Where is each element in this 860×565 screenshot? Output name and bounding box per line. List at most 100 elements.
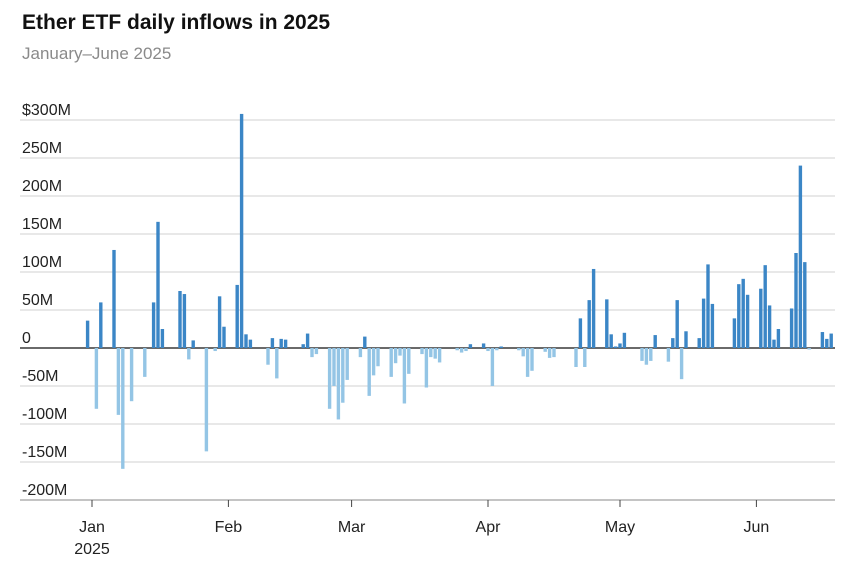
bar: [737, 284, 741, 348]
bar: [794, 253, 798, 348]
bar: [803, 262, 807, 348]
bar: [825, 338, 829, 348]
bar: [363, 336, 367, 348]
bar: [371, 348, 376, 376]
y-tick-label: 150M: [22, 216, 62, 233]
bar: [767, 305, 772, 348]
bar: [591, 268, 596, 348]
y-tick-label: 100M: [22, 254, 62, 271]
bar: [530, 348, 534, 371]
bar: [517, 348, 521, 351]
bar: [398, 348, 402, 356]
bar: [459, 348, 464, 353]
bar: [358, 348, 363, 358]
bar: [143, 348, 147, 377]
bar: [204, 348, 209, 452]
bar: [222, 326, 226, 348]
y-tick-label: -50M: [22, 368, 58, 385]
bar: [178, 291, 182, 348]
bar: [745, 294, 750, 348]
bar: [301, 344, 305, 348]
bar: [798, 165, 803, 348]
bar: [217, 296, 222, 348]
bar: [697, 338, 701, 348]
chart-title: Ether ETF daily inflows in 2025: [22, 11, 330, 34]
bar: [341, 348, 345, 403]
bar: [283, 339, 288, 348]
bar: [305, 333, 310, 348]
bar: [644, 348, 649, 365]
bar: [618, 343, 622, 348]
bar: [741, 278, 745, 348]
bar: [244, 334, 248, 348]
x-tick-label: Apr: [476, 519, 502, 536]
bar: [653, 335, 657, 348]
bar: [270, 338, 275, 348]
bar: [314, 348, 319, 355]
bar: [235, 284, 239, 348]
bar: [495, 348, 499, 351]
x-tick-label: Mar: [338, 519, 366, 536]
bar: [99, 302, 103, 348]
bar: [310, 348, 314, 358]
bar: [547, 348, 552, 358]
bar: [129, 348, 134, 402]
y-tick-label: -150M: [22, 444, 67, 461]
bar: [578, 318, 583, 348]
bar: [640, 348, 644, 361]
y-tick-label: 250M: [22, 140, 62, 157]
bar: [187, 348, 191, 360]
bar: [429, 348, 433, 358]
bar: [789, 308, 794, 348]
bar: [671, 338, 675, 348]
bar: [389, 348, 393, 377]
bar: [732, 318, 737, 348]
bar: [486, 348, 490, 352]
bar: [266, 348, 270, 365]
bar: [239, 113, 244, 348]
bar: [191, 340, 195, 348]
x-year-label: 2025: [74, 541, 110, 558]
bar: [121, 348, 125, 469]
bar: [376, 348, 380, 367]
bar: [763, 265, 767, 348]
bar: [675, 300, 679, 348]
bar: [583, 348, 587, 367]
bar: [332, 348, 336, 386]
y-tick-label: 200M: [22, 178, 62, 195]
x-tick-label: Jun: [744, 519, 770, 536]
bar: [420, 348, 424, 355]
bar: [499, 346, 503, 348]
bar: [424, 348, 429, 388]
bar: [433, 348, 437, 359]
bar: [464, 348, 468, 352]
bar: [525, 348, 530, 377]
x-tick-label: May: [605, 519, 635, 536]
bar: [613, 346, 618, 348]
bar: [481, 343, 486, 348]
bar: [807, 348, 811, 350]
y-tick-label: 0: [22, 330, 31, 347]
bar: [587, 300, 591, 348]
bar: [706, 264, 710, 348]
bar: [345, 348, 349, 380]
bar: [701, 298, 706, 348]
bar: [455, 348, 459, 351]
bar: [679, 348, 684, 380]
x-tick-label: Jan: [79, 519, 105, 536]
bar: [94, 348, 99, 409]
y-tick-label: $300M: [22, 102, 71, 119]
bar: [649, 348, 653, 361]
bar: [275, 348, 279, 379]
bar: [151, 302, 156, 348]
bar: [85, 320, 90, 348]
bar: [182, 294, 187, 348]
bar: [367, 348, 371, 396]
y-tick-label: 50M: [22, 292, 53, 309]
bar: [829, 333, 833, 348]
bar: [407, 348, 411, 374]
bar: [160, 329, 165, 348]
bar: [336, 348, 341, 420]
bar: [622, 332, 627, 348]
x-tick-label: Feb: [215, 519, 243, 536]
